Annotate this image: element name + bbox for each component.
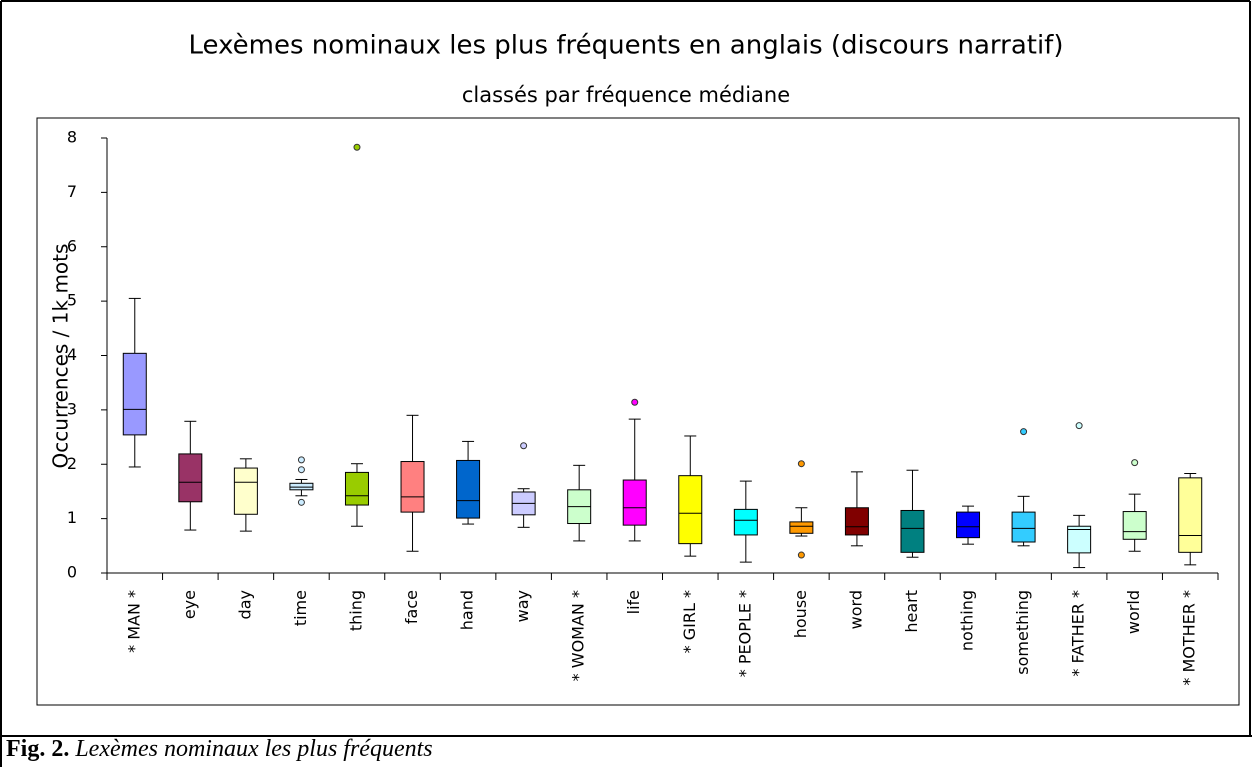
- chart-title: Lexèmes nominaux les plus fréquents en a…: [189, 31, 1064, 61]
- y-axis-label: Occurrences / 1k mots: [49, 244, 73, 469]
- box: [344, 471, 369, 506]
- outlier: [1075, 422, 1083, 430]
- x-tick-label: way: [513, 590, 532, 622]
- outlier: [297, 498, 305, 506]
- y-tick-label: 6: [67, 236, 77, 255]
- outlier: [297, 466, 305, 474]
- x-tick-label: word: [846, 590, 865, 629]
- box: [178, 453, 203, 503]
- x-tick-label: eye: [180, 590, 199, 619]
- box: [233, 467, 258, 515]
- outlier: [797, 551, 805, 559]
- outlier: [297, 456, 305, 464]
- y-tick-label: 2: [67, 454, 77, 473]
- caption: Fig. 2. Lexèmes nominaux les plus fréque…: [6, 736, 433, 762]
- x-tick-label: thing: [346, 590, 365, 631]
- outlier: [1020, 428, 1028, 436]
- x-tick-label: * MAN *: [124, 590, 143, 653]
- x-tick-label: * GIRL *: [680, 590, 699, 653]
- x-tick-label: * FATHER *: [1069, 590, 1088, 677]
- outlier: [631, 398, 639, 406]
- x-tick-label: nothing: [958, 590, 977, 651]
- x-tick-label: * MOTHER *: [1180, 590, 1199, 686]
- plot-frame: [36, 117, 1240, 706]
- chart-subtitle: classés par fréquence médiane: [462, 83, 790, 107]
- y-tick-label: 5: [67, 291, 77, 310]
- box: [789, 521, 814, 534]
- x-tick-label: * WOMAN *: [569, 590, 588, 681]
- box: [1067, 525, 1092, 554]
- box: [1178, 477, 1203, 553]
- outlier: [353, 143, 361, 151]
- x-tick-label: time: [291, 590, 310, 626]
- x-tick-label: something: [1013, 590, 1032, 675]
- x-tick-label: world: [1124, 590, 1143, 634]
- outlier: [797, 460, 805, 468]
- box: [456, 459, 481, 519]
- x-tick-label: hand: [458, 590, 477, 630]
- x-tick-label: * PEOPLE *: [735, 590, 754, 677]
- x-tick-label: life: [624, 590, 643, 614]
- box: [122, 352, 147, 436]
- box: [289, 482, 314, 491]
- outlier: [520, 442, 528, 450]
- x-tick-label: day: [235, 590, 254, 619]
- box: [844, 507, 869, 536]
- box: [678, 475, 703, 545]
- y-tick-label: 7: [67, 182, 77, 201]
- y-tick-label: 3: [67, 399, 77, 418]
- x-tick-label: face: [402, 590, 421, 624]
- box: [733, 508, 758, 536]
- box: [900, 509, 925, 553]
- y-tick-label: 0: [67, 563, 77, 582]
- box: [1122, 511, 1147, 540]
- box: [400, 461, 425, 513]
- box: [956, 511, 981, 539]
- caption-text: Lexèmes nominaux les plus fréquents: [74, 736, 432, 762]
- x-tick-label: house: [791, 590, 810, 638]
- y-tick-label: 8: [67, 128, 77, 147]
- box: [622, 479, 647, 526]
- caption-label: Fig. 2.: [6, 736, 69, 762]
- y-tick-label: 4: [67, 345, 77, 364]
- y-tick-label: 1: [67, 508, 77, 527]
- outlier: [1131, 459, 1139, 467]
- box: [1011, 511, 1036, 543]
- x-tick-label: heart: [902, 590, 921, 633]
